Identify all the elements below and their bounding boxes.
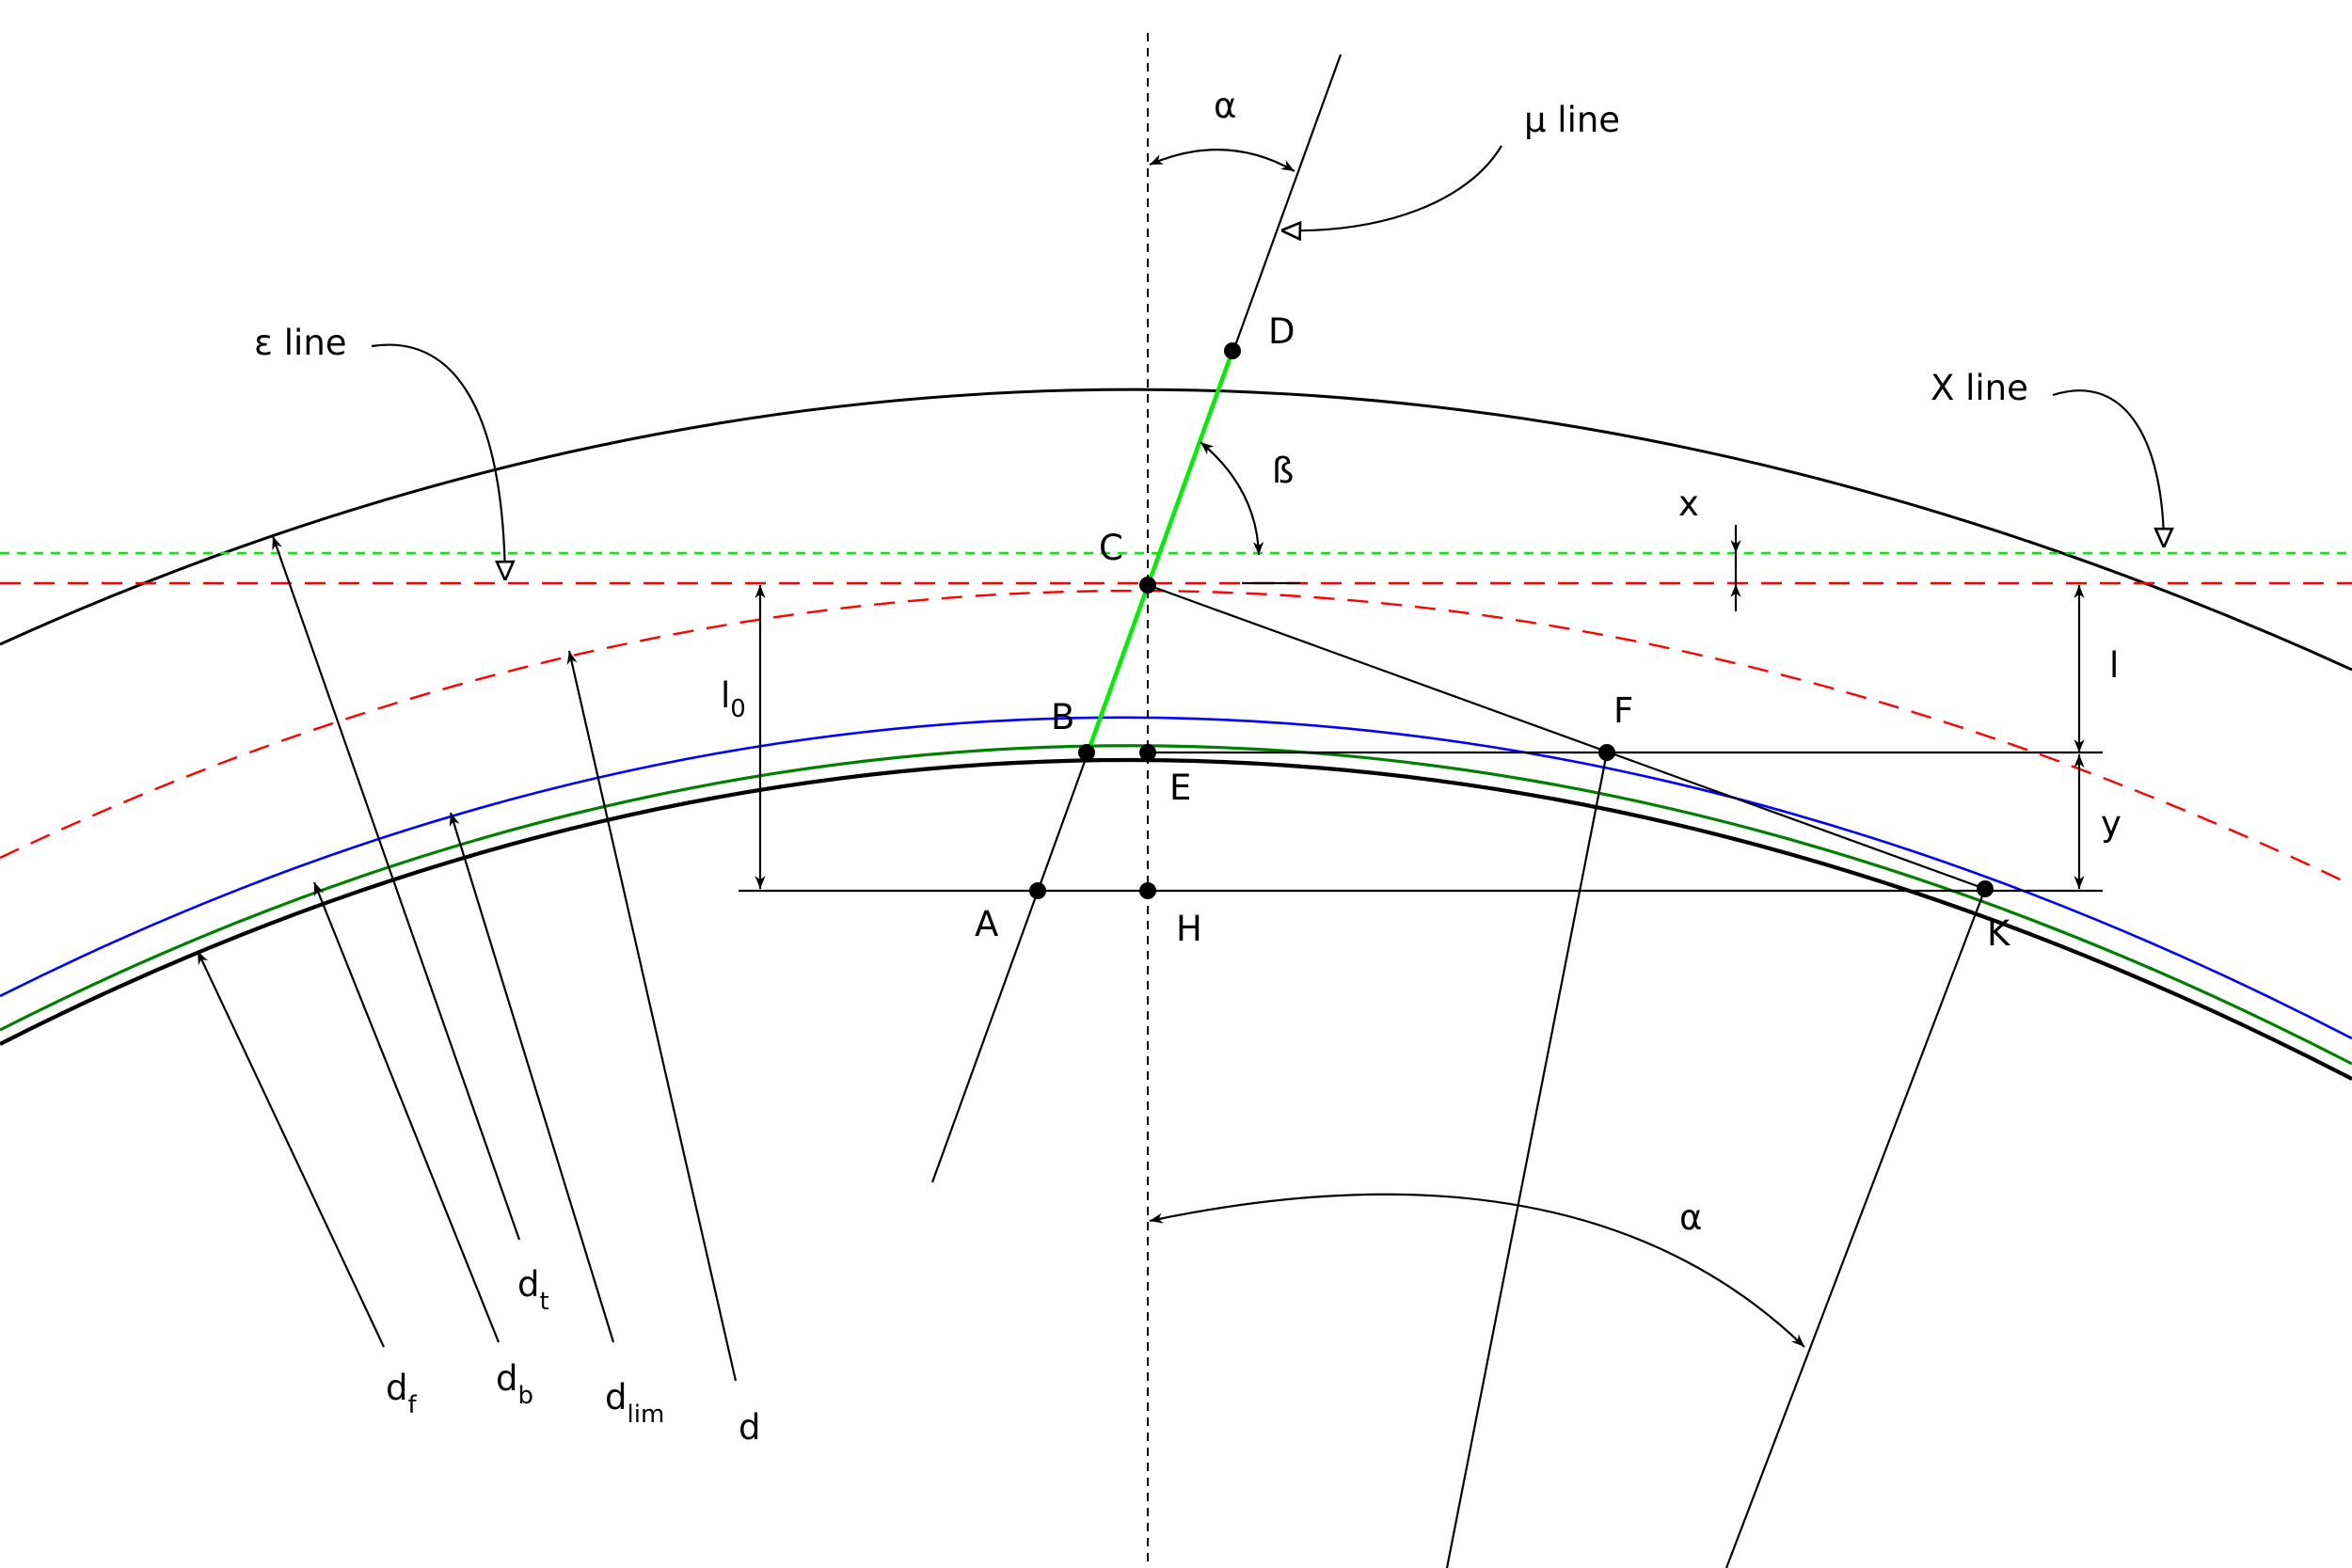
alpha-top-label: α [1214,86,1236,126]
outer-circle [0,388,2352,672]
d-lim-leader [449,812,615,1343]
point-B-dot [1078,744,1095,761]
point-C-label: C [1099,528,1123,568]
line-through-K [1724,888,1987,1568]
point-A-dot [1029,882,1046,899]
x-line-leader [2052,389,2164,547]
point-F-dot [1598,744,1615,761]
alpha-top-arc [1149,148,1295,172]
line-through-F [1445,752,1609,1568]
point-K-dot [1977,880,1994,897]
root-circle [0,757,2352,1081]
x-dimension-label: x [1678,483,1699,524]
point-A-label: A [975,904,998,944]
blue-circle [0,716,2352,1040]
l0-dimension-label: l0 [721,675,746,723]
d-leader [566,650,738,1382]
point-K-label: K [1987,913,2011,954]
beta-label: ß [1272,451,1294,491]
mu-line-leader [1281,145,1502,230]
d-b-leader [312,881,501,1343]
lime-segment [1087,350,1235,749]
point-C-dot [1139,577,1156,594]
epsilon-line-leader [371,343,505,580]
d-t-leader [271,535,521,1241]
point-E-label: E [1169,768,1191,808]
beta-arc [1200,441,1264,556]
y-dimension-label: y [2101,803,2122,844]
point-D-label: D [1268,311,1295,352]
green-circle [0,744,2352,1066]
d-f-label: df [386,1368,418,1419]
d-t-label: dt [517,1264,549,1316]
mu-line-label: μ line [1524,100,1620,140]
reference-circle-dashed [0,589,2352,887]
point-F-label: F [1613,690,1633,731]
d-f-leader [197,950,385,1348]
alpha-bottom-label: α [1679,1197,1702,1238]
l-dimension-label: l [2109,645,2119,686]
point-H-dot [1139,882,1156,899]
point-E-dot [1139,744,1156,761]
point-B-label: B [1051,697,1074,737]
d-label: d [739,1407,761,1448]
x-line-label: X line [1931,368,2028,408]
alpha-bottom-arc [1149,1193,1805,1348]
line-C-K [1147,583,1986,891]
d-lim-label: dlim [605,1377,664,1429]
point-D-dot [1224,342,1241,359]
d-b-label: db [496,1358,533,1410]
epsilon-line-label: ε line [254,323,347,363]
point-H-label: H [1176,909,1202,949]
